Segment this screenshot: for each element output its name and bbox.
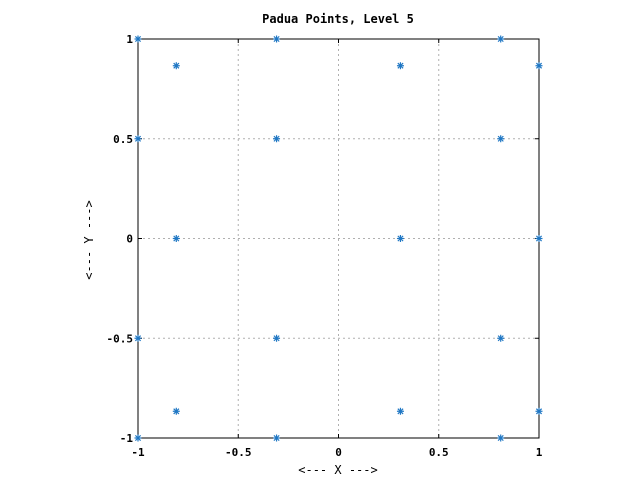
grid: [138, 39, 539, 438]
data-point: [273, 35, 281, 43]
data-point: [497, 334, 505, 342]
data-point: [273, 434, 281, 442]
data-point: [134, 135, 142, 143]
data-point: [535, 407, 543, 415]
chart-title: Padua Points, Level 5: [262, 12, 414, 26]
data-point: [535, 62, 543, 70]
data-point: [497, 135, 505, 143]
x-tick-label: 0.5: [429, 446, 449, 459]
data-point: [172, 407, 180, 415]
x-tick-label: 0: [335, 446, 342, 459]
data-point: [396, 407, 404, 415]
y-tick-label: 0.5: [113, 133, 133, 146]
data-point: [134, 334, 142, 342]
data-point: [172, 62, 180, 70]
y-axis-label: <--- Y --->: [82, 200, 96, 279]
y-tick-label: 0: [126, 233, 133, 246]
x-axis-label: <--- X --->: [298, 463, 377, 477]
x-tick-label: -0.5: [225, 446, 252, 459]
data-point: [273, 135, 281, 143]
data-point: [535, 235, 543, 242]
data-point: [172, 235, 180, 242]
data-point: [396, 235, 404, 242]
data-points: [134, 35, 543, 442]
x-tick-label: -1: [131, 446, 145, 459]
y-tick-label: 1: [126, 33, 133, 46]
data-point: [134, 35, 142, 43]
x-tick-label: 1: [536, 446, 543, 459]
y-tick-label: -0.5: [107, 332, 134, 345]
data-point: [134, 434, 142, 442]
data-point: [497, 35, 505, 43]
data-point: [396, 62, 404, 70]
data-point: [273, 334, 281, 342]
y-tick-label: -1: [120, 432, 134, 445]
data-point: [497, 434, 505, 442]
ticks: -1 -0.5 0 0.5 1 -1 -0.5 0 0.5 1: [107, 33, 543, 459]
